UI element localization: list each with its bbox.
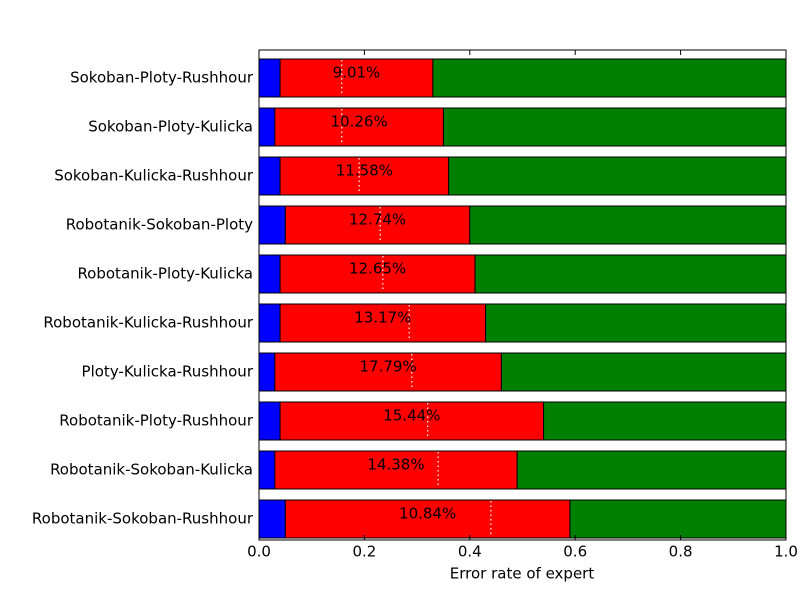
bar-segment: [469, 205, 787, 245]
x-tick-label: 0.8: [669, 543, 693, 561]
bar-segment: [258, 401, 281, 441]
x-tick-label: 0.0: [247, 543, 271, 561]
x-tick-label: 0.6: [563, 543, 587, 561]
bar-label: 10.26%: [331, 113, 388, 131]
bar-segment: [258, 303, 281, 343]
bar-segment: [258, 156, 281, 196]
bar-label: 9.01%: [333, 64, 381, 82]
x-tick-label: 0.2: [352, 543, 376, 561]
bar-segment: [284, 499, 571, 539]
bar-segment: [274, 450, 518, 490]
y-tick-label: Sokoban-Ploty-Rushhour: [70, 69, 254, 87]
bar-label: 12.74%: [349, 211, 406, 229]
y-tick-label: Robotanik-Ploty-Rushhour: [59, 412, 254, 430]
bar-segment: [274, 107, 444, 147]
y-tick-label: Robotanik-Sokoban-Kulicka: [50, 461, 253, 479]
bar-segment: [279, 58, 434, 98]
bar-segment: [258, 254, 281, 294]
bar-segment: [485, 303, 787, 343]
bar-segment: [279, 303, 487, 343]
bar-segment: [258, 450, 276, 490]
bar-label: 11.58%: [336, 162, 393, 180]
bar-segment: [279, 401, 545, 441]
bar-segment: [442, 107, 787, 147]
bar-segment: [279, 254, 476, 294]
bar-segment: [258, 205, 286, 245]
y-tick-label: Ploty-Kulicka-Rushhour: [82, 363, 254, 381]
bar-segment: [258, 107, 276, 147]
y-tick-label: Robotanik-Sokoban-Ploty: [66, 216, 253, 234]
bar-segment: [474, 254, 787, 294]
bar-segment: [432, 58, 787, 98]
plot-frame: [258, 49, 787, 541]
bar-segment: [284, 205, 471, 245]
y-tick-label: Sokoban-Kulicka-Rushhour: [54, 167, 254, 185]
y-tick-label: Robotanik-Ploty-Kulicka: [77, 265, 253, 283]
bar-label: 14.38%: [367, 456, 424, 474]
bar-segment: [543, 401, 787, 441]
bar-label: 12.65%: [349, 260, 406, 278]
y-tick-label: Robotanik-Kulicka-Rushhour: [43, 314, 253, 332]
x-tick-label: 1.0: [774, 543, 798, 561]
bar-segment: [569, 499, 787, 539]
bar-label: 15.44%: [383, 407, 440, 425]
y-tick-label: Sokoban-Ploty-Kulicka: [88, 118, 253, 136]
bar-segment: [258, 58, 281, 98]
bar-label: 13.17%: [354, 309, 411, 327]
bar-label: 10.84%: [399, 505, 456, 523]
bar-segment: [500, 352, 787, 392]
bar-segment: [258, 352, 276, 392]
bar-label: 17.79%: [360, 358, 417, 376]
x-tick-label: 0.4: [458, 543, 482, 561]
x-axis-label: Error rate of expert: [450, 565, 595, 583]
bar-segment: [258, 499, 286, 539]
bar-segment: [516, 450, 787, 490]
y-tick-label: Robotanik-Sokoban-Rushhour: [32, 510, 254, 528]
bar-segment: [448, 156, 787, 196]
